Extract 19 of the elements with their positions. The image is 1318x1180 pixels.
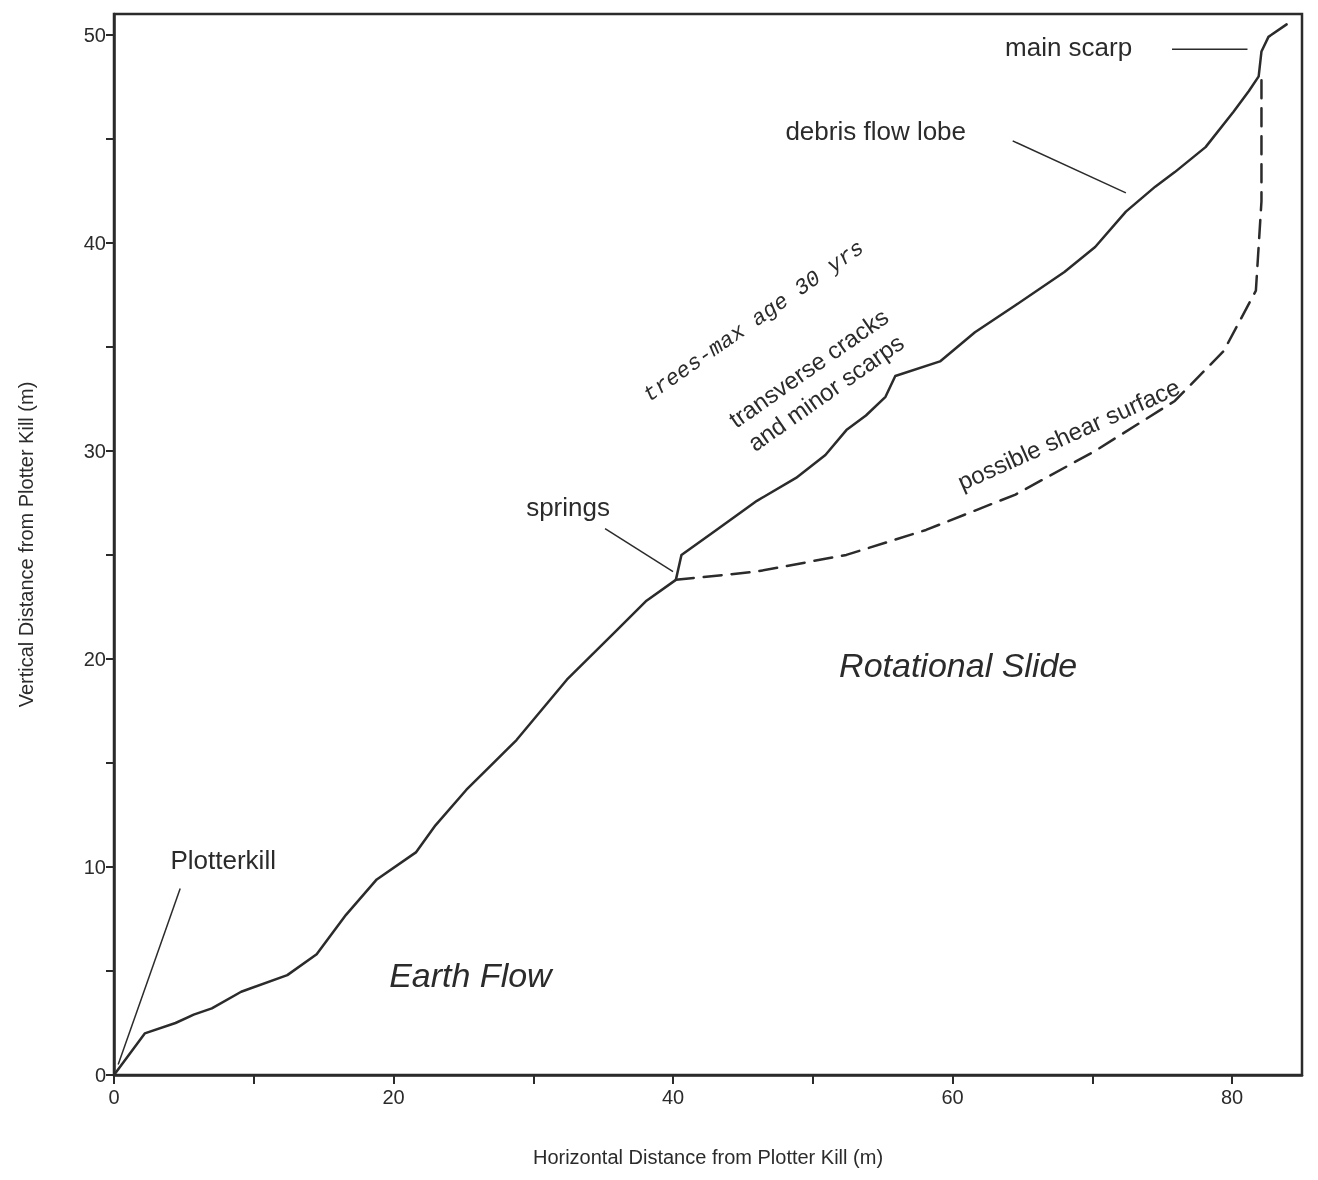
y-axis-title: Vertical Distance from Plotter Kill (m) [15,381,37,708]
annotation: springs [526,491,610,522]
y-tick-label: 50 [83,23,106,46]
y-tick-label: 0 [94,1064,106,1086]
y-tick-label: 30 [83,439,106,462]
y-tick-label: 20 [83,647,106,670]
annotation: Rotational Slide [839,646,1078,685]
x-tick-label: 0 [108,1086,120,1108]
x-tick-label: 20 [382,1086,405,1108]
annotation: main scarp [1005,32,1133,63]
x-axis-title: Horizontal Distance from Plotter Kill (m) [532,1146,884,1168]
annotation: Earth Flow [389,956,555,995]
y-tick-label: 10 [83,855,106,878]
x-tick-label: 80 [1220,1086,1244,1108]
x-tick-label: 40 [661,1086,685,1108]
x-tick-label: 60 [941,1086,964,1108]
y-tick-label: 40 [83,231,106,254]
annotation: debris flow lobe [785,115,967,146]
annotation: Plotterkill [170,844,276,875]
